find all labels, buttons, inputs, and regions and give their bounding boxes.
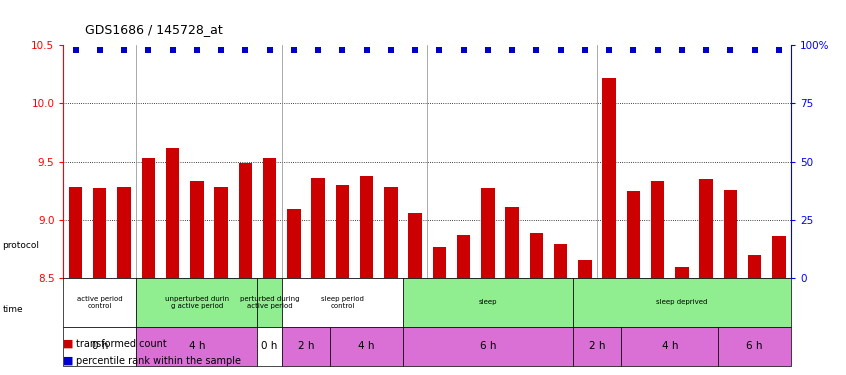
Bar: [282, 327, 330, 366]
Bar: [239, 163, 252, 278]
Bar: [718, 327, 791, 366]
Text: time: time: [3, 305, 23, 314]
Bar: [772, 236, 786, 278]
Text: percentile rank within the sample: percentile rank within the sample: [76, 356, 241, 366]
Bar: [700, 179, 713, 278]
Bar: [141, 158, 155, 278]
Bar: [257, 327, 282, 366]
Text: 0 h: 0 h: [261, 341, 277, 351]
Bar: [336, 185, 349, 278]
Bar: [190, 182, 204, 278]
Bar: [263, 158, 277, 278]
Bar: [69, 187, 82, 278]
Bar: [384, 187, 398, 278]
Text: active period
control: active period control: [77, 296, 123, 309]
Bar: [505, 207, 519, 278]
Bar: [136, 278, 257, 327]
Bar: [457, 235, 470, 278]
Text: unperturbed durin
g active period: unperturbed durin g active period: [165, 296, 229, 309]
Text: protocol: protocol: [3, 241, 40, 250]
Bar: [554, 244, 568, 278]
Bar: [432, 247, 446, 278]
Text: ■: ■: [63, 339, 74, 349]
Text: sleep: sleep: [479, 300, 497, 306]
Bar: [93, 188, 107, 278]
Bar: [723, 190, 737, 278]
Text: sleep deprived: sleep deprived: [656, 300, 707, 306]
Bar: [403, 327, 573, 366]
Bar: [651, 182, 664, 278]
Bar: [287, 209, 300, 278]
Text: ■: ■: [63, 356, 74, 366]
Text: GDS1686 / 145728_at: GDS1686 / 145728_at: [85, 22, 222, 36]
Bar: [63, 327, 136, 366]
Text: 6 h: 6 h: [746, 341, 763, 351]
Bar: [409, 213, 422, 278]
Bar: [627, 191, 640, 278]
Bar: [530, 233, 543, 278]
Text: 4 h: 4 h: [359, 341, 375, 351]
Bar: [578, 260, 591, 278]
Bar: [136, 327, 257, 366]
Bar: [360, 176, 373, 278]
Text: perturbed during
active period: perturbed during active period: [240, 296, 299, 309]
Bar: [118, 187, 131, 278]
Bar: [257, 278, 282, 327]
Bar: [63, 278, 136, 327]
Text: 6 h: 6 h: [480, 341, 496, 351]
Bar: [748, 255, 761, 278]
Bar: [675, 267, 689, 278]
Text: 2 h: 2 h: [298, 341, 314, 351]
Bar: [573, 278, 791, 327]
Bar: [403, 278, 573, 327]
Bar: [282, 278, 403, 327]
Bar: [311, 178, 325, 278]
Text: 0 h: 0 h: [91, 341, 108, 351]
Bar: [573, 327, 621, 366]
Bar: [602, 78, 616, 278]
Text: 4 h: 4 h: [662, 341, 678, 351]
Bar: [166, 148, 179, 278]
Bar: [330, 327, 403, 366]
Text: transformed count: transformed count: [76, 339, 167, 349]
Text: 4 h: 4 h: [189, 341, 205, 351]
Text: 2 h: 2 h: [589, 341, 605, 351]
Bar: [214, 187, 228, 278]
Text: sleep period
control: sleep period control: [321, 296, 364, 309]
Bar: [481, 188, 495, 278]
Bar: [621, 327, 718, 366]
